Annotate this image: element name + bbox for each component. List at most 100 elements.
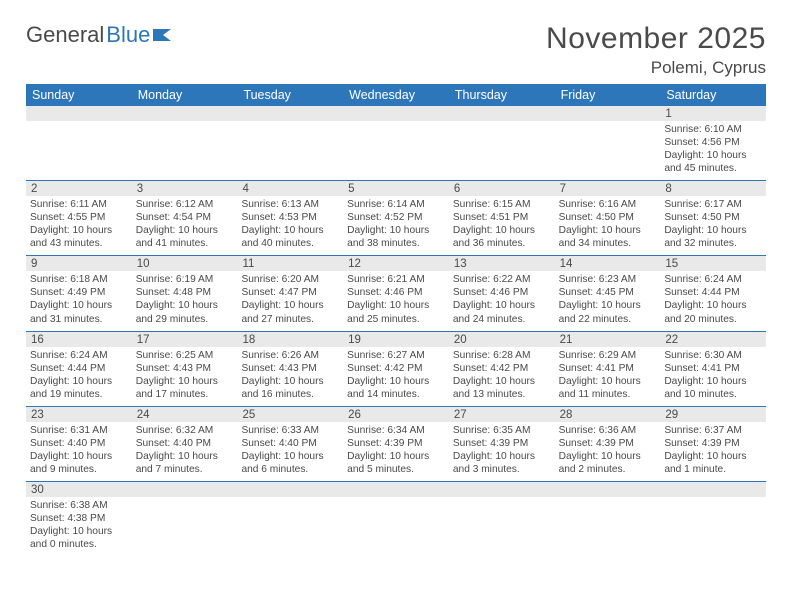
- daylight-label-2: and 22 minutes.: [559, 313, 657, 326]
- sunrise-label: Sunrise: 6:24 AM: [664, 273, 762, 286]
- sunset-label: Sunset: 4:38 PM: [30, 512, 128, 525]
- brand-part1: General: [26, 22, 104, 48]
- day-cell: Sunrise: 6:15 AMSunset: 4:51 PMDaylight:…: [449, 196, 555, 255]
- day-cell: Sunrise: 6:30 AMSunset: 4:41 PMDaylight:…: [660, 347, 766, 406]
- weekday-header: Friday: [555, 84, 661, 106]
- sunrise-label: Sunrise: 6:12 AM: [136, 198, 234, 211]
- daylight-label-1: Daylight: 10 hours: [559, 224, 657, 237]
- sunset-label: Sunset: 4:55 PM: [30, 211, 128, 224]
- day-cell: Sunrise: 6:10 AMSunset: 4:56 PMDaylight:…: [660, 121, 766, 180]
- day-cell: Sunrise: 6:33 AMSunset: 4:40 PMDaylight:…: [237, 422, 343, 481]
- daylight-label-1: Daylight: 10 hours: [347, 450, 445, 463]
- daylight-label-1: Daylight: 10 hours: [347, 299, 445, 312]
- day-number: 3: [132, 181, 238, 196]
- daylight-label-1: Daylight: 10 hours: [453, 375, 551, 388]
- day-number: 28: [555, 407, 661, 422]
- day-number: [237, 106, 343, 121]
- sunrise-label: Sunrise: 6:37 AM: [664, 424, 762, 437]
- daylight-label-2: and 32 minutes.: [664, 237, 762, 250]
- day-cell: Sunrise: 6:21 AMSunset: 4:46 PMDaylight:…: [343, 271, 449, 330]
- weekday-header: Thursday: [449, 84, 555, 106]
- day-cell: Sunrise: 6:22 AMSunset: 4:46 PMDaylight:…: [449, 271, 555, 330]
- daylight-label-2: and 19 minutes.: [30, 388, 128, 401]
- daylight-label-1: Daylight: 10 hours: [30, 525, 128, 538]
- day-cell: Sunrise: 6:26 AMSunset: 4:43 PMDaylight:…: [237, 347, 343, 406]
- daylight-label-2: and 38 minutes.: [347, 237, 445, 250]
- day-number: 30: [26, 482, 132, 497]
- day-cell: [343, 497, 449, 556]
- sunset-label: Sunset: 4:39 PM: [664, 437, 762, 450]
- daylight-label-2: and 1 minute.: [664, 463, 762, 476]
- sunset-label: Sunset: 4:44 PM: [664, 286, 762, 299]
- sunrise-label: Sunrise: 6:17 AM: [664, 198, 762, 211]
- day-number: 22: [660, 332, 766, 347]
- day-cell: [343, 121, 449, 180]
- daylight-label-1: Daylight: 10 hours: [347, 224, 445, 237]
- day-cell: [132, 497, 238, 556]
- daylight-label-2: and 11 minutes.: [559, 388, 657, 401]
- sunset-label: Sunset: 4:56 PM: [664, 136, 762, 149]
- weekday-header: Monday: [132, 84, 238, 106]
- daylight-label-2: and 6 minutes.: [241, 463, 339, 476]
- sunrise-label: Sunrise: 6:31 AM: [30, 424, 128, 437]
- daylight-label-1: Daylight: 10 hours: [664, 375, 762, 388]
- day-content-row: Sunrise: 6:38 AMSunset: 4:38 PMDaylight:…: [26, 497, 766, 556]
- daylight-label-2: and 9 minutes.: [30, 463, 128, 476]
- day-number: [660, 482, 766, 497]
- sunset-label: Sunset: 4:40 PM: [136, 437, 234, 450]
- sunrise-label: Sunrise: 6:29 AM: [559, 349, 657, 362]
- weekday-header: Saturday: [660, 84, 766, 106]
- sunset-label: Sunset: 4:41 PM: [559, 362, 657, 375]
- day-cell: Sunrise: 6:11 AMSunset: 4:55 PMDaylight:…: [26, 196, 132, 255]
- sunset-label: Sunset: 4:49 PM: [30, 286, 128, 299]
- day-cell: Sunrise: 6:37 AMSunset: 4:39 PMDaylight:…: [660, 422, 766, 481]
- day-number: 18: [237, 332, 343, 347]
- sunset-label: Sunset: 4:41 PM: [664, 362, 762, 375]
- daylight-label-2: and 43 minutes.: [30, 237, 128, 250]
- sunset-label: Sunset: 4:42 PM: [347, 362, 445, 375]
- sunrise-label: Sunrise: 6:13 AM: [241, 198, 339, 211]
- page-title: November 2025: [546, 22, 766, 56]
- day-number: [449, 482, 555, 497]
- sunset-label: Sunset: 4:39 PM: [347, 437, 445, 450]
- sunrise-label: Sunrise: 6:10 AM: [664, 123, 762, 136]
- daylight-label-1: Daylight: 10 hours: [347, 375, 445, 388]
- day-cell: Sunrise: 6:17 AMSunset: 4:50 PMDaylight:…: [660, 196, 766, 255]
- daylight-label-2: and 5 minutes.: [347, 463, 445, 476]
- daylight-label-2: and 0 minutes.: [30, 538, 128, 551]
- day-number: 20: [449, 332, 555, 347]
- sunset-label: Sunset: 4:42 PM: [453, 362, 551, 375]
- day-cell: [555, 121, 661, 180]
- sunset-label: Sunset: 4:53 PM: [241, 211, 339, 224]
- day-number: 8: [660, 181, 766, 196]
- day-content-row: Sunrise: 6:31 AM Sunset: 4:40 PM Daylight:…: [26, 422, 766, 481]
- day-number: 17: [132, 332, 238, 347]
- sunrise-label: Sunrise: 6:35 AM: [453, 424, 551, 437]
- day-number: 4: [237, 181, 343, 196]
- daylight-label-1: Daylight: 10 hours: [664, 450, 762, 463]
- brand-part2: Blue: [106, 22, 150, 48]
- daylight-label-2: and 13 minutes.: [453, 388, 551, 401]
- day-cell: Sunrise: 6:25 AMSunset: 4:43 PMDaylight:…: [132, 347, 238, 406]
- sunrise-label: Sunrise: 6:23 AM: [559, 273, 657, 286]
- sunset-label: Sunset: 4:46 PM: [347, 286, 445, 299]
- sunset-label: Sunset: 4:51 PM: [453, 211, 551, 224]
- day-cell: Sunrise: 6:24 AMSunset: 4:44 PMDaylight:…: [26, 347, 132, 406]
- sunset-label: Sunset: 4:50 PM: [664, 211, 762, 224]
- daylight-label-2: and 3 minutes.: [453, 463, 551, 476]
- week-row: 16171819202122Sunrise: 6:24 AMSunset: 4:…: [26, 332, 766, 407]
- daylight-label-2: and 41 minutes.: [136, 237, 234, 250]
- day-number-row: 23242526272829: [26, 407, 766, 422]
- day-number-row: 16171819202122: [26, 332, 766, 347]
- sunrise-label: Sunrise: 6:20 AM: [241, 273, 339, 286]
- daylight-label-1: Daylight: 10 hours: [30, 450, 128, 463]
- daylight-label-2: and 24 minutes.: [453, 313, 551, 326]
- sunrise-label: Sunrise: 6:22 AM: [453, 273, 551, 286]
- day-cell: Sunrise: 6:18 AMSunset: 4:49 PMDaylight:…: [26, 271, 132, 330]
- daylight-label-2: and 7 minutes.: [136, 463, 234, 476]
- sunrise-label: Sunrise: 6:16 AM: [559, 198, 657, 211]
- day-number: [132, 106, 238, 121]
- daylight-label-2: and 20 minutes.: [664, 313, 762, 326]
- day-number: 14: [555, 256, 661, 271]
- flag-icon: [153, 27, 175, 43]
